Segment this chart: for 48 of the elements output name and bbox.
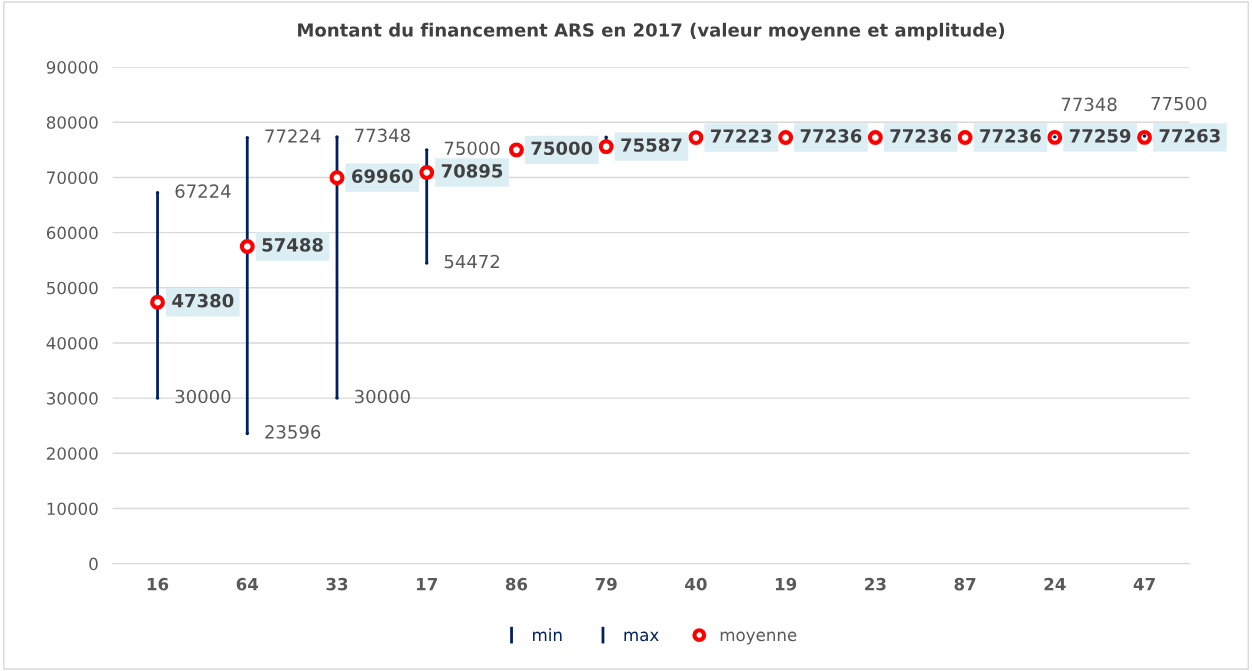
legend-label: min <box>533 628 562 641</box>
y-tick-label: 60000 <box>46 226 98 240</box>
data-label: 69960 <box>352 169 413 183</box>
legend-label: max <box>624 631 659 642</box>
y-tick-label: 0 <box>89 557 98 571</box>
data-label: 30000 <box>355 389 410 404</box>
data-label: 77348 <box>355 128 410 143</box>
y-tick-label: 30000 <box>47 392 98 405</box>
y-tick-label: 10000 <box>47 502 98 516</box>
data-label: 77348 <box>1061 97 1117 112</box>
chart-title: Montant du financement ARS en 2017 (valeur moyenne et amplitude) <box>298 22 1005 41</box>
y-tick-label: 90000 <box>46 61 98 74</box>
x-tick-label: 33 <box>326 577 348 591</box>
y-tick-label: 50000 <box>47 281 98 295</box>
data-label: 77263 <box>1159 128 1220 143</box>
y-tick-label: 70000 <box>47 171 98 185</box>
x-tick-label: 87 <box>954 577 976 591</box>
x-tick-label: 47 <box>1133 578 1155 591</box>
data-label: 77224 <box>265 129 321 143</box>
data-label: 30000 <box>175 389 231 404</box>
data-label: 75587 <box>621 138 682 152</box>
y-tick-label: 40000 <box>46 336 98 350</box>
y-tick-label: 80000 <box>46 116 98 129</box>
data-label: 47380 <box>172 293 234 308</box>
x-tick-label: 79 <box>595 577 617 591</box>
x-tick-label: 17 <box>417 578 437 591</box>
x-tick-label: 23 <box>865 577 886 591</box>
data-label: 57488 <box>262 238 323 252</box>
data-label: 75000 <box>444 141 500 156</box>
data-label: 23596 <box>265 425 321 439</box>
x-tick-label: 40 <box>685 577 707 591</box>
data-label: 77236 <box>800 129 862 143</box>
x-tick-label: 64 <box>236 577 259 591</box>
legend-label: moyenne <box>720 631 797 645</box>
data-label: 77223 <box>711 129 772 143</box>
x-tick-label: 16 <box>147 577 169 591</box>
y-tick-label: 20000 <box>46 447 98 460</box>
data-label: 75000 <box>531 141 593 156</box>
data-label: 54472 <box>444 254 500 269</box>
data-label: 77500 <box>1151 96 1207 111</box>
x-tick-label: 86 <box>505 577 528 591</box>
x-tick-label: 24 <box>1044 577 1066 591</box>
data-label: 67224 <box>175 184 231 198</box>
x-tick-label: 19 <box>775 577 797 591</box>
data-label: 77259 <box>1069 128 1131 143</box>
data-label: 70895 <box>441 164 503 178</box>
data-label: 77236 <box>980 129 1041 143</box>
data-label: 77236 <box>890 129 952 143</box>
